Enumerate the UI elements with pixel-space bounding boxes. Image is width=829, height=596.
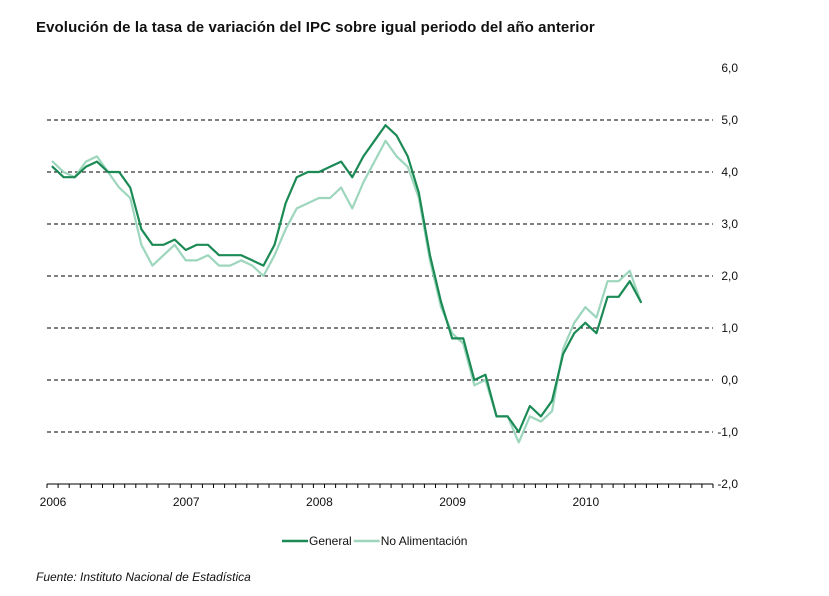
- legend-label-no-alimentaci-n: No Alimentación: [381, 534, 468, 548]
- y-tick-label: -2,0: [717, 477, 738, 491]
- legend: General No Alimentación: [282, 534, 467, 548]
- x-tick-label: 2010: [572, 495, 599, 509]
- y-tick-label: -1,0: [717, 425, 738, 439]
- gridlines: [47, 119, 713, 433]
- x-tick-labels: 2006 2007 2008 2009 2010: [40, 495, 600, 509]
- y-tick-label: 1,0: [721, 321, 738, 335]
- y-tick-label: 3,0: [721, 217, 738, 231]
- y-tick-label: 2,0: [721, 269, 738, 283]
- x-tick-label: 2009: [439, 495, 466, 509]
- x-tick-label: 2008: [306, 495, 333, 509]
- x-tick-label: 2006: [40, 495, 67, 509]
- y-axis: 6,0 5,0 4,0 3,0 2,0 1,0 0,0 -1,0 -2,0: [717, 61, 738, 491]
- y-tick-label: 5,0: [721, 113, 738, 127]
- y-tick-label: 6,0: [721, 61, 738, 75]
- source-note: Fuente: Instituto Nacional de Estadístic…: [36, 570, 251, 584]
- x-axis: [46, 483, 714, 488]
- series-line-no-alimentaci-n: [51, 139, 642, 444]
- chart-title: Evolución de la tasa de variación del IP…: [36, 19, 595, 36]
- legend-label-general: General: [309, 534, 352, 548]
- series-lines: [51, 124, 642, 444]
- y-tick-label: 4,0: [721, 165, 738, 179]
- series-line-general: [51, 124, 642, 434]
- y-tick-label: 0,0: [721, 373, 738, 387]
- x-tick-label: 2007: [173, 495, 200, 509]
